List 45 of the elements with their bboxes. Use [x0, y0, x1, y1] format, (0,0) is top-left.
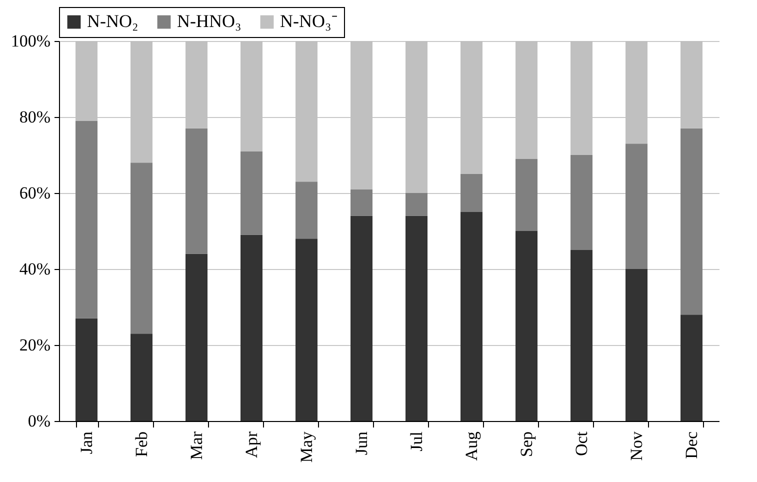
x-tick-label: Nov — [627, 431, 646, 461]
x-tick-label: May — [297, 431, 316, 463]
bar — [406, 216, 428, 421]
bar — [296, 182, 318, 239]
x-tick-label: Apr — [242, 431, 261, 458]
bar — [186, 254, 208, 421]
bar — [680, 128, 702, 315]
bar — [350, 189, 372, 216]
y-tick-label: 0% — [28, 412, 50, 430]
bar — [460, 212, 482, 421]
x-tick-label: Feb — [132, 432, 151, 457]
x-tick-label: Sep — [517, 432, 536, 457]
bar — [350, 216, 372, 421]
x-tick-label: Jul — [407, 431, 426, 452]
bar — [130, 334, 152, 421]
x-tick-label: Dec — [682, 431, 701, 459]
bar — [460, 174, 482, 212]
y-tick-label: 20% — [19, 336, 50, 354]
bar — [76, 120, 98, 318]
x-tick-label: Jan — [77, 431, 96, 454]
bar — [406, 193, 428, 216]
legend-label: N-NO₃⁻ — [280, 11, 338, 31]
bar — [296, 238, 318, 421]
y-tick-label: 80% — [19, 108, 50, 126]
legend-label: N-NO₂ — [87, 11, 138, 31]
bar — [516, 158, 538, 231]
bar — [240, 151, 262, 235]
y-tick-label: 40% — [19, 260, 50, 278]
bar — [680, 314, 702, 421]
bar — [626, 144, 648, 269]
x-tick-label: Mar — [187, 431, 206, 460]
y-tick-label: 100% — [10, 32, 50, 50]
x-tick-label: Oct — [572, 431, 591, 456]
bar — [186, 128, 208, 254]
bar — [570, 250, 592, 421]
bar — [626, 269, 648, 421]
bar — [516, 231, 538, 421]
legend-label: N-HNO₃ — [177, 11, 242, 31]
bar — [76, 318, 98, 421]
bar — [240, 234, 262, 421]
x-tick-label: Aug — [462, 431, 481, 461]
bar — [570, 155, 592, 250]
bar — [130, 162, 152, 334]
y-tick-label: 60% — [19, 184, 50, 202]
x-tick-label: Jun — [352, 431, 371, 456]
